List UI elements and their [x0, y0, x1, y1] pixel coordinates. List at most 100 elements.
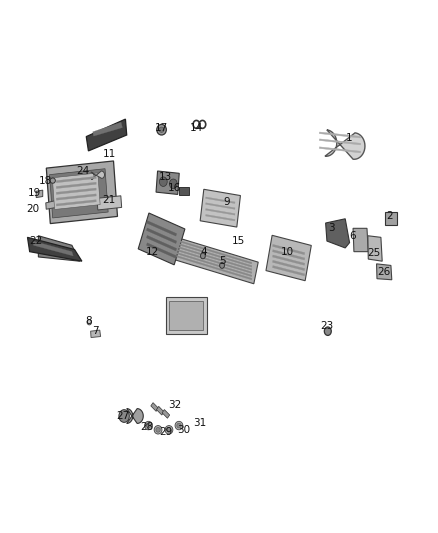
Polygon shape	[319, 132, 360, 138]
Text: 1: 1	[346, 133, 353, 143]
Polygon shape	[176, 252, 252, 277]
Text: 23: 23	[320, 321, 334, 331]
Polygon shape	[39, 236, 80, 261]
Polygon shape	[205, 197, 235, 204]
Polygon shape	[91, 171, 105, 180]
Text: 3: 3	[328, 223, 335, 233]
Polygon shape	[385, 213, 397, 225]
Text: 13: 13	[159, 172, 173, 182]
Text: 4: 4	[201, 247, 207, 257]
Polygon shape	[127, 409, 143, 423]
Ellipse shape	[170, 179, 177, 189]
Polygon shape	[56, 200, 96, 206]
Text: 26: 26	[377, 267, 390, 277]
Polygon shape	[353, 228, 368, 252]
Ellipse shape	[219, 263, 224, 268]
Text: 6: 6	[350, 231, 357, 241]
Ellipse shape	[159, 177, 167, 187]
Text: 18: 18	[39, 175, 53, 185]
Polygon shape	[176, 243, 252, 267]
Polygon shape	[319, 139, 360, 145]
Text: 17: 17	[155, 123, 168, 133]
Polygon shape	[319, 147, 360, 153]
Polygon shape	[36, 190, 43, 198]
Polygon shape	[56, 182, 96, 189]
Ellipse shape	[177, 423, 181, 428]
Ellipse shape	[175, 421, 183, 430]
Ellipse shape	[119, 410, 129, 422]
Polygon shape	[176, 239, 252, 264]
Ellipse shape	[156, 427, 160, 432]
Polygon shape	[146, 228, 177, 244]
Polygon shape	[176, 255, 252, 280]
Polygon shape	[176, 246, 252, 270]
Ellipse shape	[87, 319, 92, 325]
Polygon shape	[46, 161, 117, 223]
Ellipse shape	[157, 124, 166, 135]
Polygon shape	[377, 264, 392, 280]
Polygon shape	[146, 221, 177, 236]
Text: 16: 16	[168, 183, 181, 193]
Text: 24: 24	[77, 166, 90, 176]
Polygon shape	[272, 249, 305, 260]
Polygon shape	[325, 219, 350, 248]
Ellipse shape	[50, 178, 55, 183]
Text: 29: 29	[159, 427, 173, 437]
Text: 25: 25	[367, 248, 380, 259]
Polygon shape	[325, 130, 365, 159]
Text: 2: 2	[386, 211, 393, 221]
Polygon shape	[91, 330, 101, 337]
Polygon shape	[205, 214, 235, 221]
Polygon shape	[176, 249, 252, 273]
Polygon shape	[205, 208, 235, 215]
Ellipse shape	[324, 327, 331, 335]
Ellipse shape	[201, 253, 205, 259]
Polygon shape	[146, 243, 177, 259]
Polygon shape	[33, 241, 73, 256]
Polygon shape	[138, 213, 185, 265]
Polygon shape	[97, 196, 122, 210]
Polygon shape	[368, 236, 382, 261]
Ellipse shape	[165, 425, 173, 434]
Polygon shape	[49, 169, 108, 218]
Text: 21: 21	[102, 195, 116, 205]
Polygon shape	[151, 402, 159, 411]
Text: 7: 7	[92, 326, 98, 336]
Polygon shape	[272, 244, 305, 255]
Polygon shape	[205, 203, 235, 209]
Ellipse shape	[145, 421, 152, 430]
Text: 19: 19	[28, 188, 41, 198]
Polygon shape	[272, 255, 305, 265]
Polygon shape	[56, 176, 96, 183]
Ellipse shape	[167, 427, 171, 432]
Text: 9: 9	[223, 197, 230, 207]
Polygon shape	[266, 235, 311, 281]
Polygon shape	[156, 406, 164, 415]
Polygon shape	[166, 297, 207, 334]
Polygon shape	[146, 236, 177, 251]
Polygon shape	[162, 409, 170, 418]
Text: 30: 30	[177, 425, 190, 435]
Polygon shape	[53, 173, 100, 209]
Polygon shape	[93, 122, 122, 136]
Polygon shape	[200, 189, 240, 227]
Polygon shape	[86, 119, 127, 151]
Text: 31: 31	[193, 418, 206, 428]
Polygon shape	[28, 237, 82, 261]
Text: 20: 20	[26, 204, 39, 214]
Polygon shape	[56, 194, 96, 200]
Text: 22: 22	[30, 236, 43, 246]
Polygon shape	[272, 265, 305, 276]
Text: 5: 5	[219, 256, 226, 266]
Text: 15: 15	[232, 236, 245, 246]
Polygon shape	[180, 187, 189, 196]
Text: 32: 32	[168, 400, 181, 410]
Polygon shape	[156, 171, 179, 195]
Polygon shape	[56, 188, 96, 195]
Text: 11: 11	[102, 149, 116, 159]
Text: 10: 10	[281, 247, 294, 257]
Polygon shape	[272, 260, 305, 271]
Text: 12: 12	[146, 247, 159, 257]
Ellipse shape	[146, 423, 151, 428]
Polygon shape	[170, 301, 203, 330]
